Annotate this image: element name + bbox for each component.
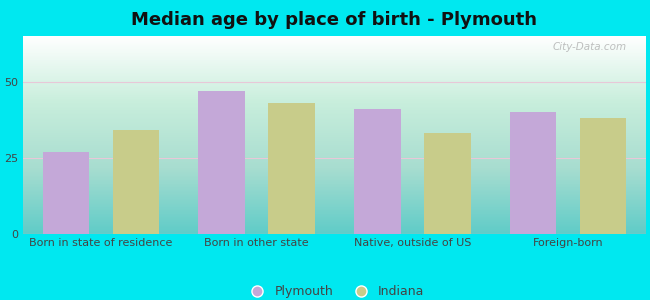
Bar (424, 134, 471, 234)
Bar (198, 91, 245, 234)
Bar (580, 118, 627, 234)
Legend: Plymouth, Indiana: Plymouth, Indiana (239, 280, 430, 300)
Bar (510, 112, 556, 234)
Text: City-Data.com: City-Data.com (553, 42, 627, 52)
Bar (43, 152, 89, 234)
Bar (268, 103, 315, 234)
Bar (354, 109, 400, 234)
Bar (112, 130, 159, 234)
Title: Median age by place of birth - Plymouth: Median age by place of birth - Plymouth (131, 11, 538, 29)
